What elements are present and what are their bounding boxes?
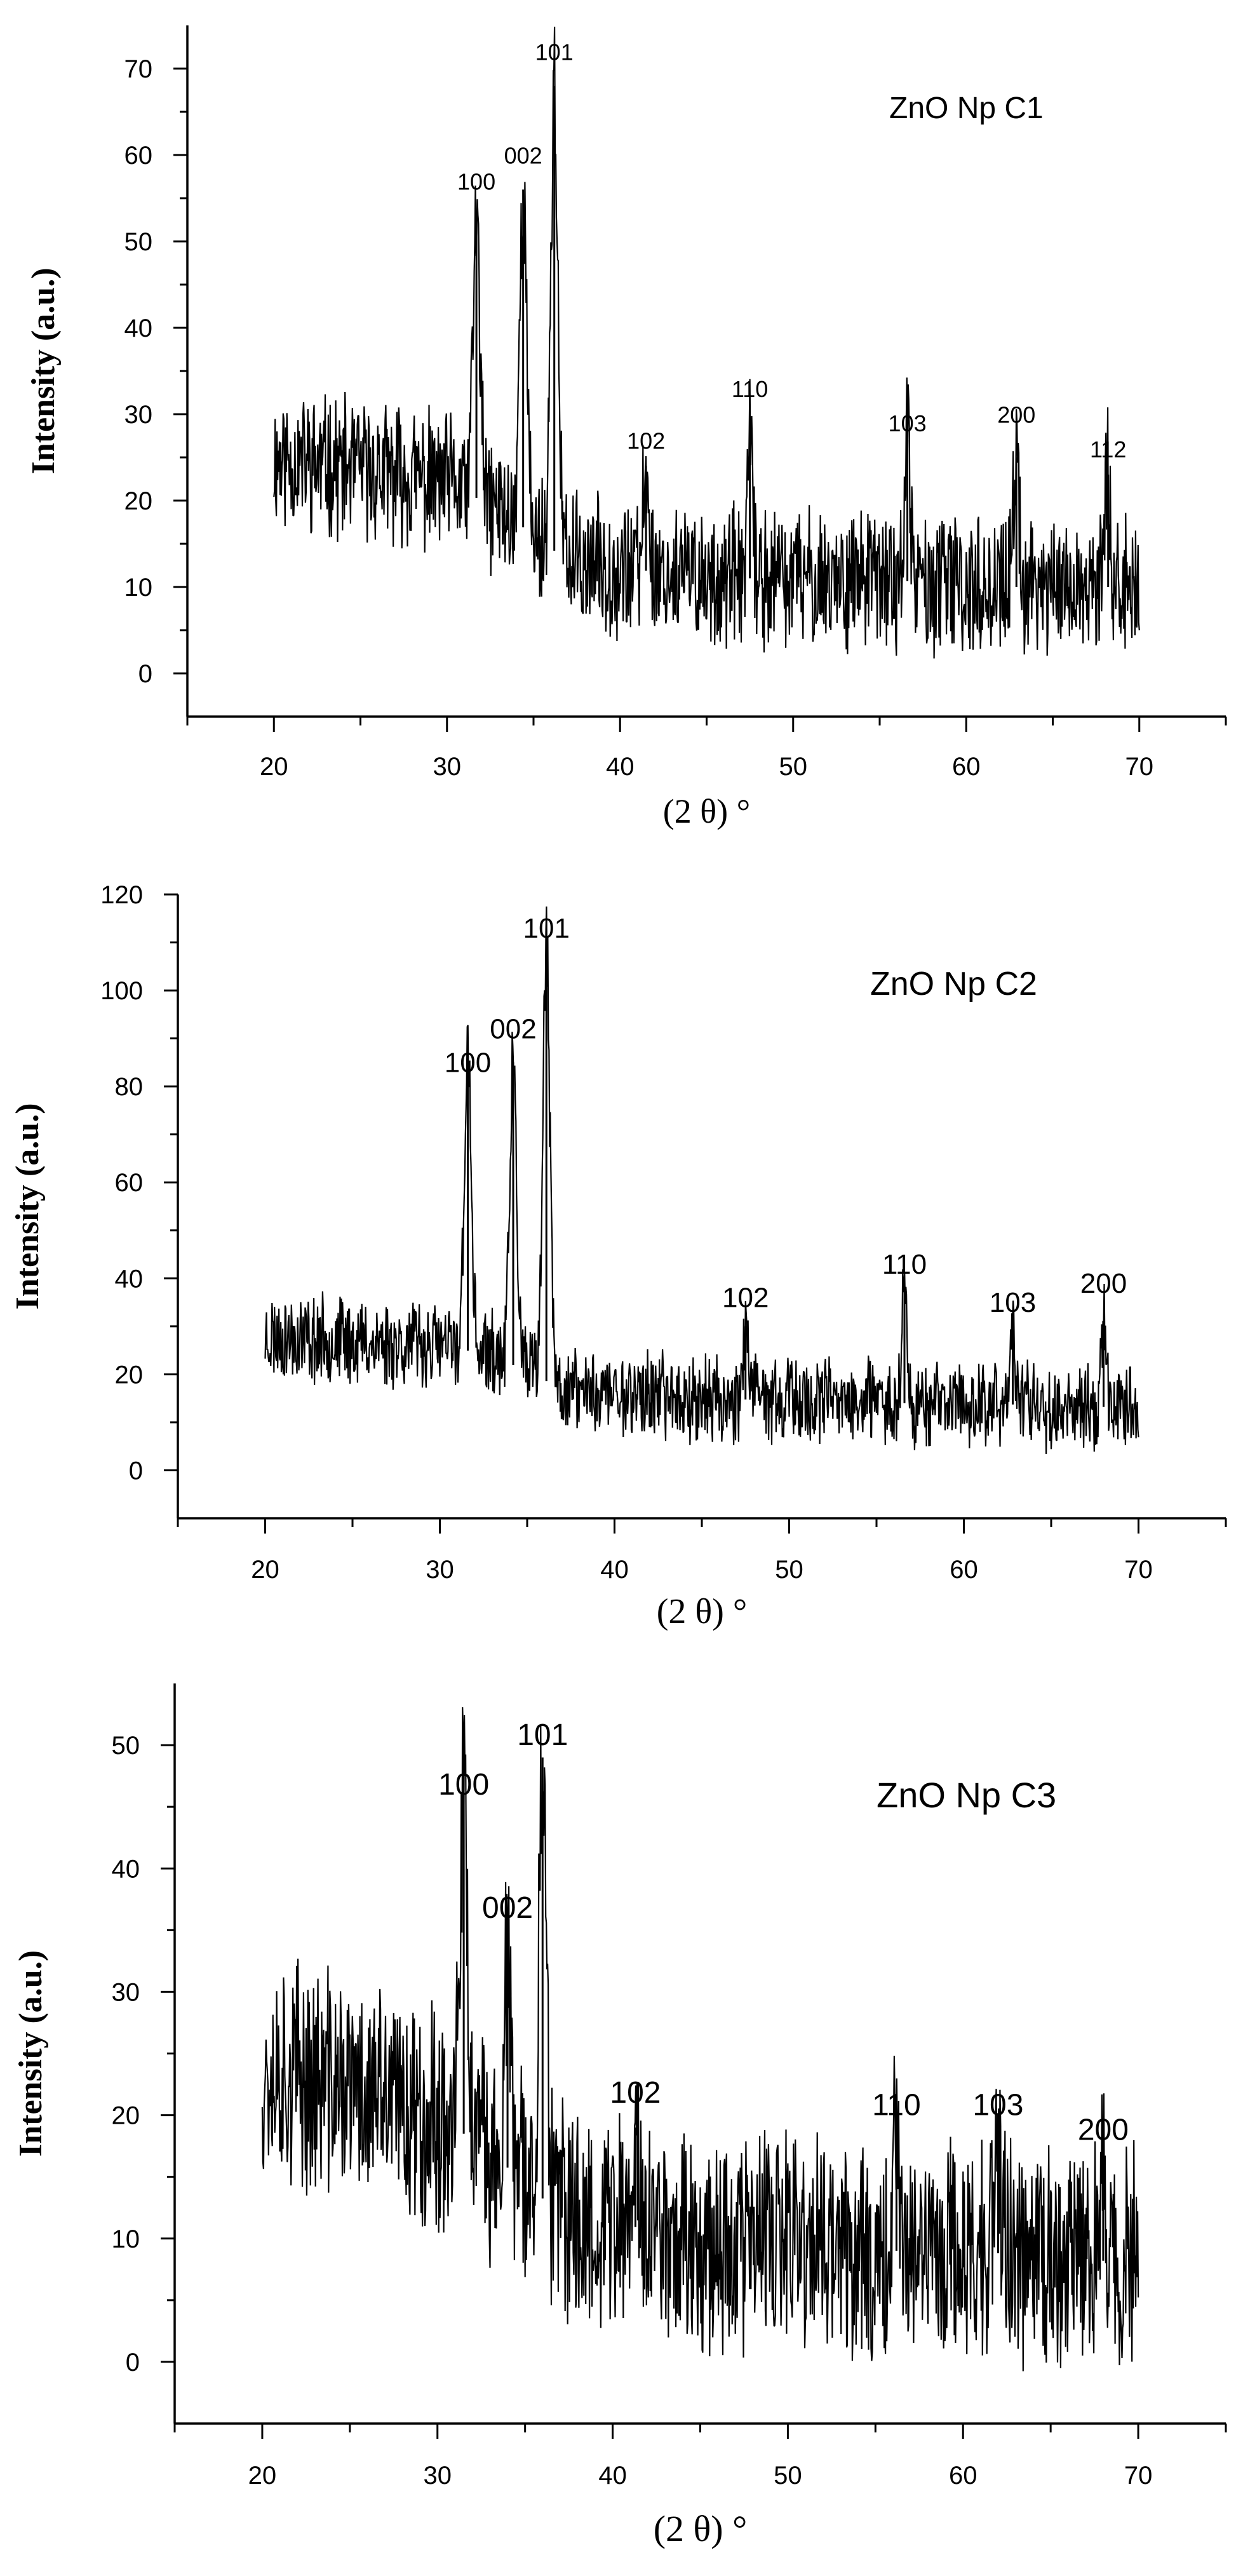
x-axis-title: (2 θ) ° [654,2508,748,2549]
series-title: ZnO Np C1 [889,91,1044,125]
y-tick-label: 100 [100,977,143,1005]
x-tick-label: 40 [600,1556,629,1584]
peak-label-100: 100 [445,1047,491,1078]
peak-label-101: 101 [523,913,570,944]
peak-label-101: 101 [517,1718,568,1752]
y-tick-label: 50 [112,1732,140,1760]
peak-label-100: 100 [457,168,495,194]
series-title: ZnO Np C3 [877,1775,1056,1815]
x-tick-label: 30 [433,753,462,781]
y-tick-label: 40 [115,1265,144,1293]
x-tick-label: 20 [260,753,288,781]
y-tick-label: 120 [100,881,143,909]
x-tick-label: 70 [1124,2462,1153,2490]
xrd-trace-line [264,906,1139,1455]
peak-label-103: 103 [889,410,927,436]
xrd-chart-c3: 0 10 20 30 40 50 20 30 40 50 60 70 (2 θ) ° Intensity … [13,1683,1227,2549]
y-tick-label: 10 [112,2225,140,2253]
xrd-chart-c1: 0 10 20 30 40 50 60 70 20 30 40 50 60 70 (2 θ) ° Intens… [25,25,1227,830]
x-tick-label: 20 [248,2462,277,2490]
peak-label-200: 200 [1080,1268,1127,1299]
xrd-panel-c3: 0 10 20 30 40 50 20 30 40 50 60 70 (2 θ) ° Intensity … [0,1652,1236,2576]
x-axis-title: (2 θ) ° [663,792,750,830]
y-tick-label: 0 [138,660,152,688]
xrd-panel-c1: 0 10 20 30 40 50 60 70 20 30 40 50 60 70 (2 θ) ° Intens… [0,0,1236,845]
peak-label-103: 103 [972,2089,1023,2122]
peak-label-110: 110 [882,1249,927,1280]
peak-label-112: 112 [1090,436,1126,462]
y-tick-label: 40 [112,1855,140,1883]
x-axis-title: (2 θ) ° [657,1592,748,1631]
peak-label-110: 110 [872,2089,921,2122]
peak-label-110: 110 [732,376,768,402]
y-tick-label: 80 [115,1073,144,1101]
y-tick-label: 0 [129,1457,143,1485]
xrd-chart-c2: 0 20 40 60 80 100 120 20 30 40 50 60 70 (2 θ) ° Intens… [10,881,1227,1631]
peak-label-002: 002 [504,143,542,169]
peak-label-100: 100 [438,1768,489,1802]
x-tick-label: 30 [426,1556,454,1584]
y-tick-label: 20 [112,2102,140,2130]
peak-label-002: 002 [490,1014,536,1045]
x-tick-label: 60 [949,2462,977,2490]
y-axis-title: Intensity (a.u.) [10,1103,46,1309]
x-tick-label: 70 [1125,753,1154,781]
y-tick-label: 10 [124,574,153,602]
x-tick-label: 70 [1124,1556,1153,1584]
peak-label-103: 103 [990,1287,1036,1318]
x-tick-label: 60 [950,1556,978,1584]
y-tick-label: 60 [115,1169,144,1197]
y-axis-title: Intensity (a.u.) [25,267,62,474]
y-tick-label: 40 [124,314,153,342]
y-tick-label: 50 [124,228,153,256]
peak-label-102: 102 [610,2076,661,2110]
xrd-panel-c2: 0 20 40 60 80 100 120 20 30 40 50 60 70 (2 θ) ° Intens… [0,845,1236,1652]
x-tick-label: 50 [774,2462,802,2490]
peak-label-002: 002 [482,1891,533,1925]
x-tick-label: 40 [606,753,635,781]
x-tick-label: 40 [598,2462,627,2490]
xrd-trace-line [261,1707,1139,2371]
x-tick-label: 50 [775,1556,803,1584]
peak-label-200: 200 [1078,2113,1129,2147]
y-tick-label: 30 [112,1978,140,2006]
peak-label-101: 101 [535,39,574,65]
y-tick-label: 0 [126,2349,140,2377]
x-tick-label: 60 [952,753,981,781]
x-tick-label: 30 [424,2462,452,2490]
y-tick-label: 20 [115,1361,144,1389]
xrd-trace-line [273,26,1140,659]
peak-label-102: 102 [627,428,665,454]
peak-label-200: 200 [997,402,1035,428]
peak-label-102: 102 [722,1283,769,1314]
y-tick-label: 70 [124,55,153,83]
x-tick-label: 20 [251,1556,279,1584]
y-tick-label: 30 [124,401,153,429]
series-title: ZnO Np C2 [870,966,1037,1002]
y-axis-title: Intensity (a.u.) [13,1950,49,2157]
x-tick-label: 50 [779,753,808,781]
y-tick-label: 60 [124,142,153,170]
y-tick-label: 20 [124,487,153,515]
